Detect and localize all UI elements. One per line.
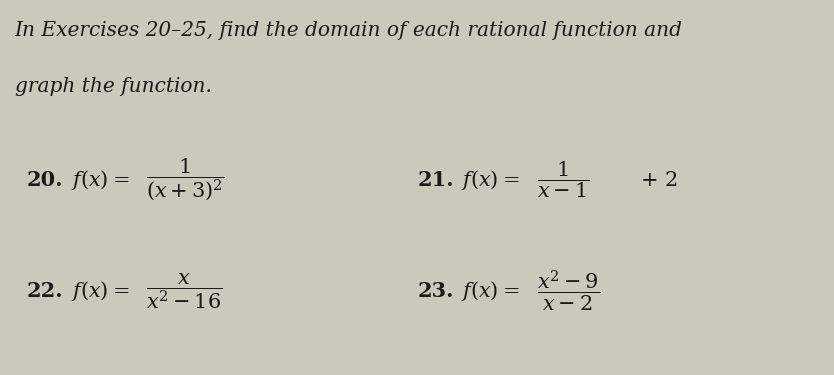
Text: $f(x) = $: $f(x) = $ bbox=[461, 279, 520, 303]
Text: $\dfrac{1}{x-1}$: $\dfrac{1}{x-1}$ bbox=[537, 160, 590, 200]
Text: In Exercises 20–25, find the domain of each rational function and: In Exercises 20–25, find the domain of e… bbox=[15, 21, 683, 40]
Text: $f(x) = $: $f(x) = $ bbox=[71, 168, 129, 192]
Text: graph the function.: graph the function. bbox=[15, 76, 212, 96]
Text: 21.: 21. bbox=[417, 170, 454, 190]
Text: $\dfrac{x}{x^2-16}$: $\dfrac{x}{x^2-16}$ bbox=[146, 271, 223, 311]
Text: $f(x) = $: $f(x) = $ bbox=[461, 168, 520, 192]
Text: 22.: 22. bbox=[27, 281, 63, 301]
Text: 20.: 20. bbox=[27, 170, 63, 190]
Text: $\dfrac{x^2-9}{x-2}$: $\dfrac{x^2-9}{x-2}$ bbox=[537, 268, 600, 313]
Text: $+\ 2$: $+\ 2$ bbox=[641, 170, 678, 190]
Text: $f(x) = $: $f(x) = $ bbox=[71, 279, 129, 303]
Text: 23.: 23. bbox=[417, 281, 454, 301]
Text: $\dfrac{1}{(x+3)^2}$: $\dfrac{1}{(x+3)^2}$ bbox=[146, 157, 225, 203]
